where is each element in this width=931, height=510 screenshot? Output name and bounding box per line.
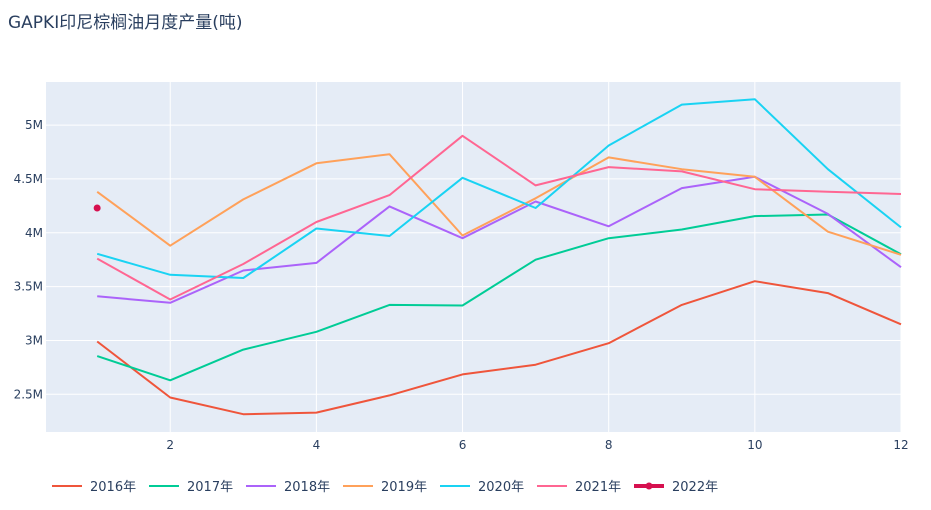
y-tick-label: 2.5M [14,387,43,401]
legend-label: 2019年 [381,480,427,495]
series-2022年 [93,204,101,212]
legend-item[interactable]: 2021年 [537,480,621,495]
y-tick-label: 5M [25,118,43,132]
legend-item[interactable]: 2022年 [634,480,718,495]
series-line [96,134,902,301]
y-tick-label: 4M [25,226,43,240]
legend[interactable]: 2016年 2017年 2018年 2019年 2020年 2021年 2022年 [52,480,718,495]
y-tick-label: 4.5M [14,172,43,186]
legend-item[interactable]: 2018年 [246,480,330,495]
series-line [96,153,902,256]
x-tick-label: 2 [166,438,174,452]
y-tick-label: 3.5M [14,280,43,294]
series-2021年 [96,134,902,301]
series-line [96,213,902,382]
legend-item[interactable]: 2017年 [149,480,233,495]
legend-label: 2020年 [478,480,524,495]
legend-label: 2022年 [672,480,718,495]
chart-title: GAPKI印尼棕榈油月度产量(吨) [8,13,243,33]
y-tick-label: 3M [25,333,43,347]
series-line [97,175,902,304]
legend-label: 2017年 [187,480,233,495]
legend-label: 2021年 [575,480,621,495]
x-tick-label: 4 [313,438,321,452]
series-2020年 [96,98,902,279]
data-point [93,204,101,212]
x-tick-label: 8 [605,438,613,452]
legend-item[interactable]: 2019年 [343,480,427,495]
legend-item[interactable]: 2016年 [52,480,136,495]
legend-item[interactable]: 2020年 [440,480,524,495]
legend-label: 2018年 [284,480,330,495]
series-line [96,280,902,416]
series-2016年 [96,280,902,416]
legend-marker [645,482,653,490]
series-2018年 [97,175,902,304]
x-tick-label: 10 [747,438,762,452]
series-2019年 [96,153,902,256]
x-tick-label: 12 [893,438,908,452]
x-tick-label: 6 [459,438,467,452]
series-line [96,98,902,279]
legend-label: 2016年 [90,480,136,495]
grid-lines [46,82,902,432]
axis-tick-labels: 2 4 6 8 10 12 2.5M 3M 3.5M 4M 4.5M 5M [14,118,909,452]
series-lines [93,98,902,416]
series-2017年 [96,213,902,382]
